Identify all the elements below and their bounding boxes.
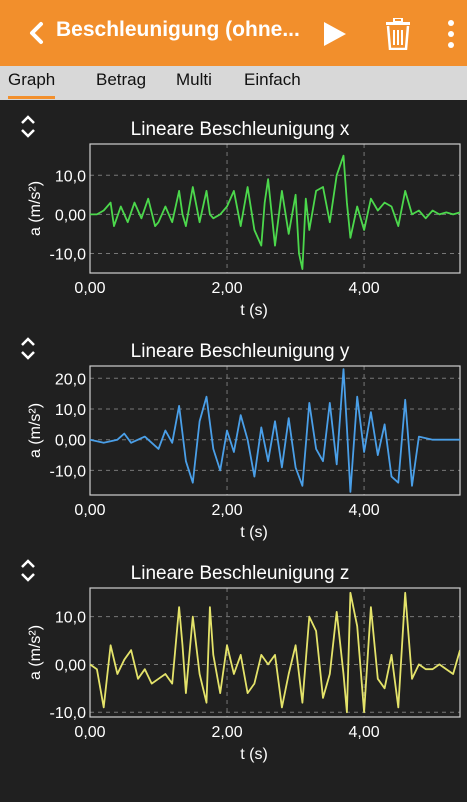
tab-graph[interactable]: Graph	[8, 70, 56, 99]
y-tick-label: -10,0	[50, 705, 87, 722]
plot-area: 10,0 0,00 -10,0 0,00 2,00 4,00 t (s) a (m/s²)	[27, 143, 461, 319]
chart-linear-acceleration-y: Lineare Beschleunigung y 20,0 10,0 0,00 -10…	[21, 337, 461, 541]
x-axis-label: t (s)	[240, 746, 268, 763]
x-tick-label: 0,00	[74, 724, 105, 741]
tab-betrag[interactable]: Betrag	[96, 70, 147, 89]
y-axis-label: a (m/s²)	[27, 403, 44, 458]
x-tick-label: 4,00	[349, 502, 380, 519]
plot-area: 10,0 0,00 -10,0 0,00 2,00 4,00 t (s) a (m/s²)	[27, 587, 461, 763]
x-tick-label: 2,00	[211, 502, 242, 519]
y-tick-label: 10,0	[55, 610, 86, 627]
app-bar: Beschleunigung (ohne...	[0, 0, 467, 66]
plot-frame	[89, 143, 461, 274]
expand-collapse-icon[interactable]	[21, 115, 35, 138]
x-tick-label: 0,00	[74, 280, 105, 297]
chart-title: Lineare Beschleunigung x	[131, 119, 350, 140]
expand-collapse-icon[interactable]	[21, 559, 35, 582]
y-axis-label: a (m/s²)	[27, 625, 44, 680]
y-tick-label: 10,0	[55, 168, 86, 185]
trash-icon[interactable]	[385, 18, 411, 50]
y-tick-label: 0,00	[55, 657, 86, 674]
series-line	[90, 154, 460, 271]
tab-einfach[interactable]: Einfach	[244, 70, 301, 89]
x-axis-label: t (s)	[240, 302, 268, 319]
tab-multi[interactable]: Multi	[176, 70, 212, 89]
y-tick-label: 20,0	[55, 371, 86, 388]
y-tick-label: 0,00	[55, 433, 86, 450]
y-tick-label: -10,0	[50, 246, 87, 263]
x-axis-label: t (s)	[240, 524, 268, 541]
x-tick-label: 4,00	[349, 280, 380, 297]
chart-linear-acceleration-x: Lineare Beschleunigung x 10,0 0,00 -10,0 0,…	[21, 115, 461, 319]
page-title: Beschleunigung (ohne...	[56, 18, 300, 41]
y-tick-label: 10,0	[55, 402, 86, 419]
back-chevron-icon[interactable]	[26, 20, 48, 46]
tab-bar: Graph Betrag Multi Einfach	[0, 66, 467, 100]
y-tick-label: -10,0	[50, 463, 87, 480]
x-tick-label: 4,00	[349, 724, 380, 741]
plot-area: 20,0 10,0 0,00 -10,0 0,00 2,00 4,00 t (s) a (m/s…	[27, 365, 461, 541]
x-tick-label: 2,00	[211, 724, 242, 741]
plot-frame	[89, 365, 461, 496]
expand-collapse-icon[interactable]	[21, 337, 35, 360]
chart-title: Lineare Beschleunigung z	[131, 563, 350, 584]
series-line	[90, 368, 460, 493]
y-axis-label: a (m/s²)	[27, 181, 44, 236]
chart-title: Lineare Beschleunigung y	[131, 341, 350, 362]
chart-linear-acceleration-z: Lineare Beschleunigung z 10,0 0,00 -10,0 0,…	[21, 559, 461, 763]
y-tick-label: 0,00	[55, 207, 86, 224]
play-icon[interactable]	[322, 20, 348, 48]
x-tick-label: 2,00	[211, 280, 242, 297]
x-tick-label: 0,00	[74, 502, 105, 519]
more-vertical-icon[interactable]	[446, 18, 456, 50]
series-line	[90, 591, 460, 714]
